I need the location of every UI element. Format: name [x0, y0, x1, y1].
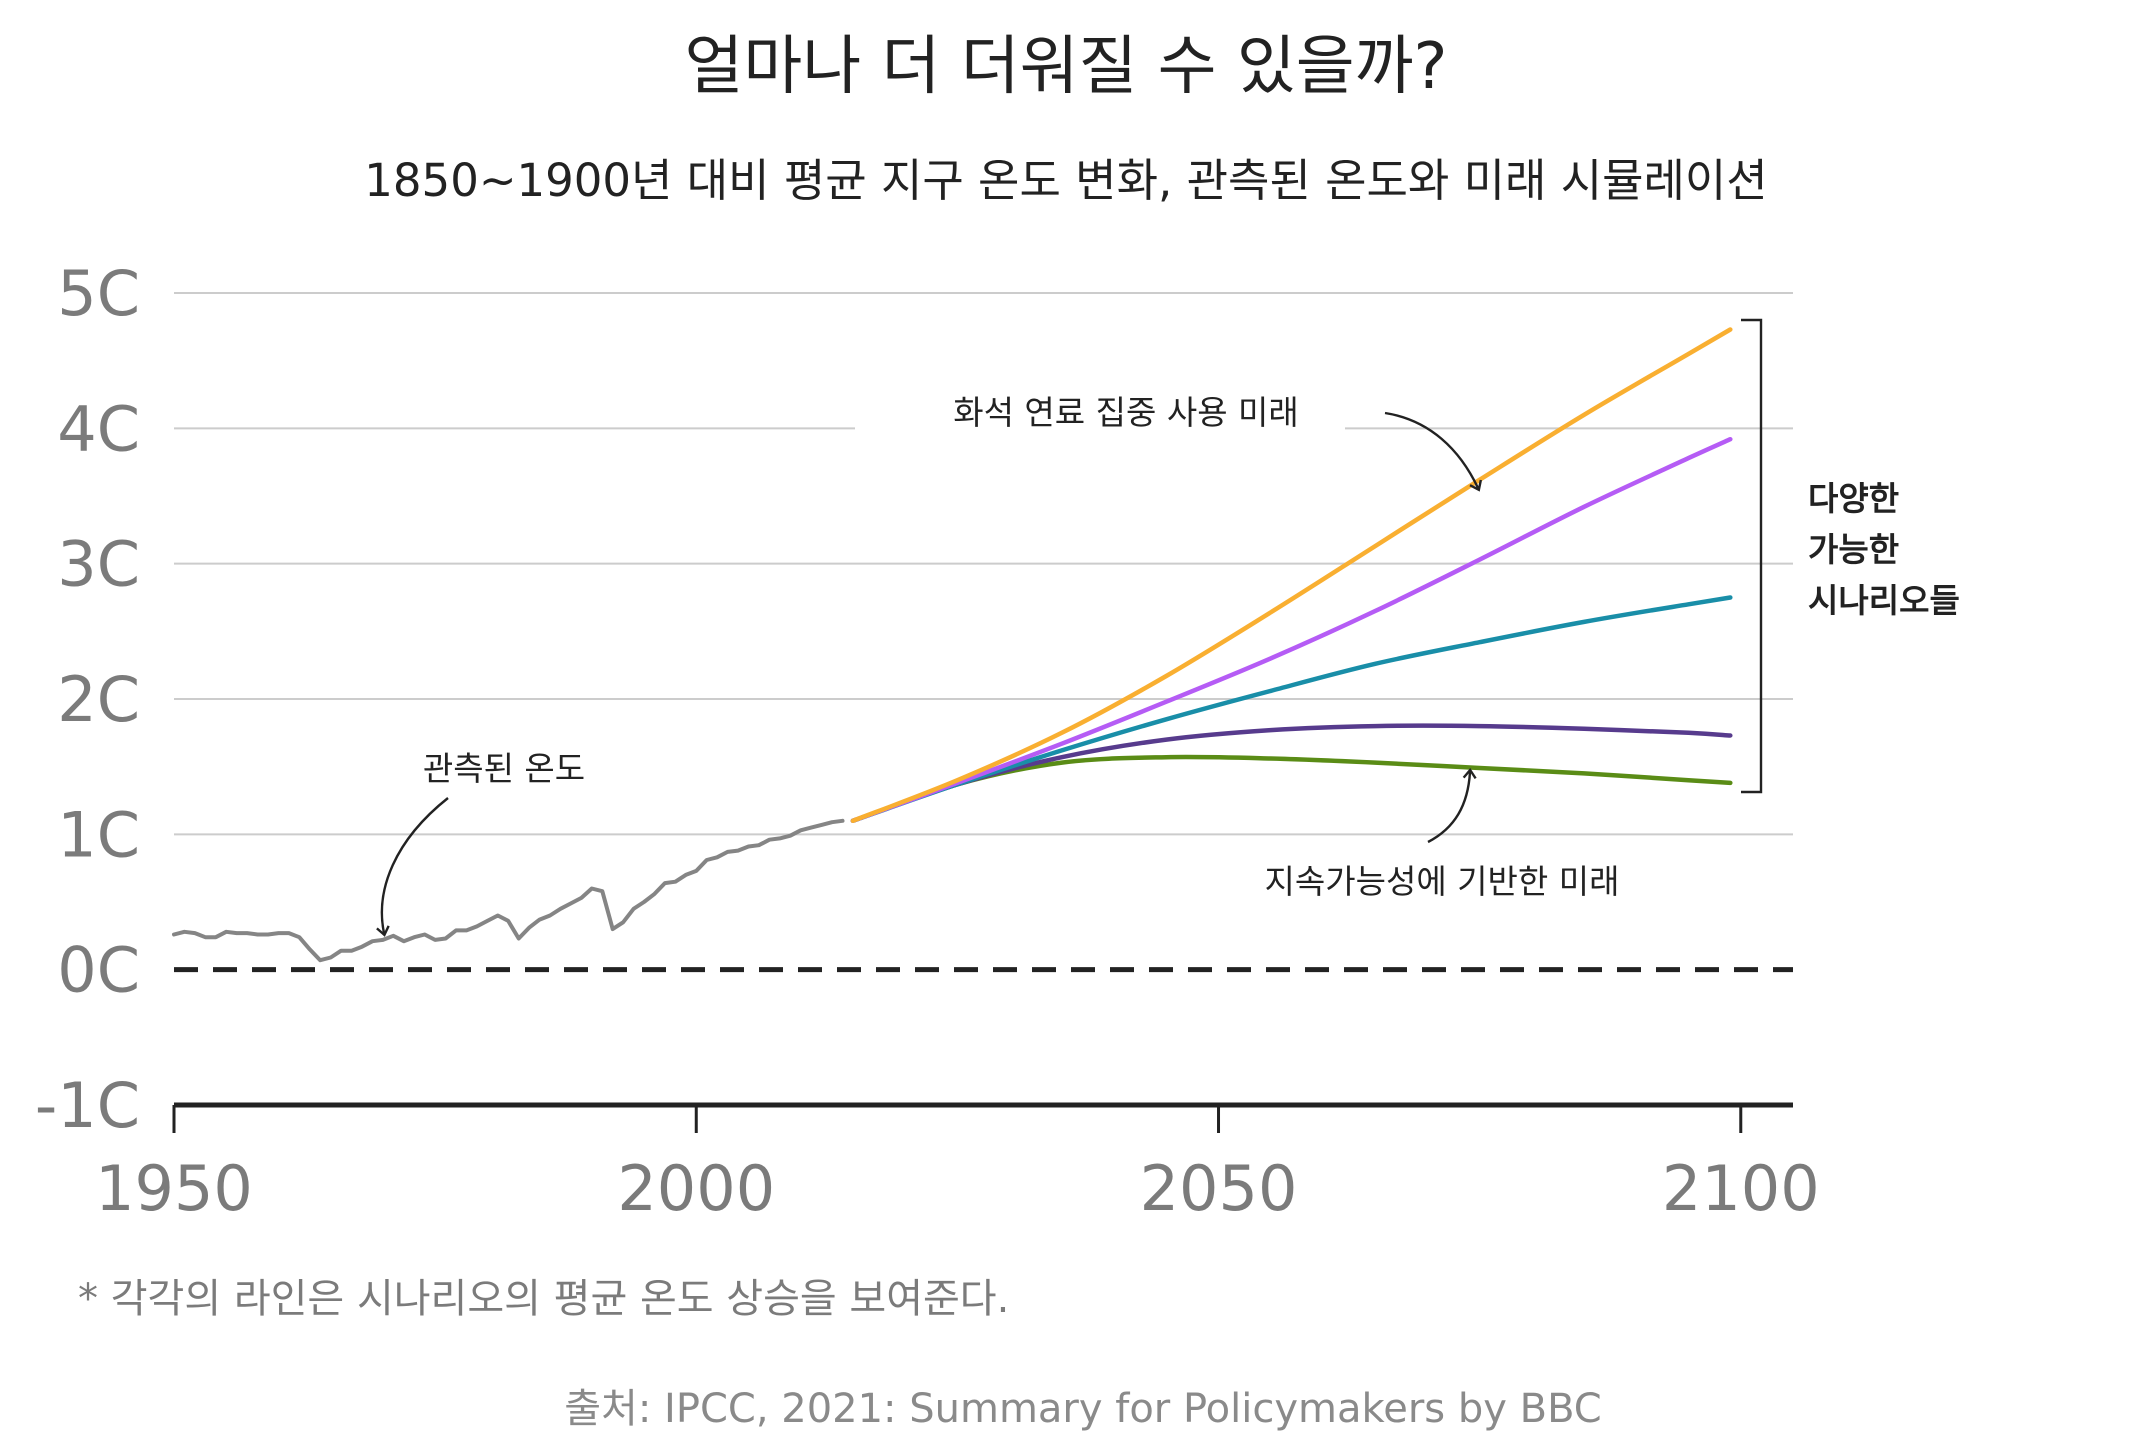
- y-tick-label: 5C: [57, 257, 140, 330]
- series-line-observed: [172, 818, 845, 963]
- x-tick-label: 2050: [1140, 1152, 1298, 1225]
- y-tick-label: 0C: [57, 934, 140, 1007]
- y-tick-label: 4C: [57, 392, 140, 465]
- series-line-purple: [850, 436, 1733, 824]
- scenario-range-bracket: [1741, 318, 1763, 794]
- x-tick-label: 2100: [1662, 1152, 1820, 1225]
- annotation-range-line3: 시나리오들: [1808, 581, 1960, 620]
- x-tick-label: 1950: [95, 1152, 253, 1225]
- gridlines: [174, 292, 1793, 836]
- annotation-range-line2: 가능한: [1808, 530, 1899, 569]
- chart-subtitle: 1850~1900년 대비 평균 지구 온도 변화, 관측된 온도와 미래 시뮬…: [364, 154, 1767, 207]
- annotation-fossil: 화석 연료 집중 사용 미래: [953, 393, 1299, 432]
- annotation-sustainable: 지속가능성에 기반한 미래: [1265, 862, 1620, 901]
- y-tick-label: -1C: [35, 1069, 140, 1142]
- annotation-sustainable-arrow: [1427, 768, 1477, 844]
- series-lines: [172, 327, 1733, 963]
- annotation-fossil-background: [855, 385, 1345, 445]
- annotation-observed-arrow: [376, 797, 449, 937]
- y-tick-label: 1C: [57, 798, 140, 871]
- series-line-teal: [850, 595, 1733, 824]
- annotation-fossil-arrow: [1384, 411, 1483, 492]
- y-tick-label: 3C: [57, 528, 140, 601]
- annotation-observed: 관측된 온도: [423, 749, 585, 788]
- axes: 5C 4C 3C 2C 1C 0C -1C 1950 2000 2050 2100: [35, 257, 1820, 1225]
- footnote: * 각각의 라인은 시나리오의 평균 온도 상승을 보여준다.: [78, 1276, 1009, 1322]
- x-tick-label: 2000: [617, 1152, 775, 1225]
- source-note: 출처: IPCC, 2021: Summary for Policymakers…: [564, 1386, 1602, 1432]
- chart-title: 얼마나 더 더워질 수 있을까?: [684, 30, 1447, 104]
- y-tick-label: 2C: [57, 663, 140, 736]
- annotation-range-line1: 다양한: [1808, 479, 1899, 518]
- series-line-fossil: [850, 327, 1733, 824]
